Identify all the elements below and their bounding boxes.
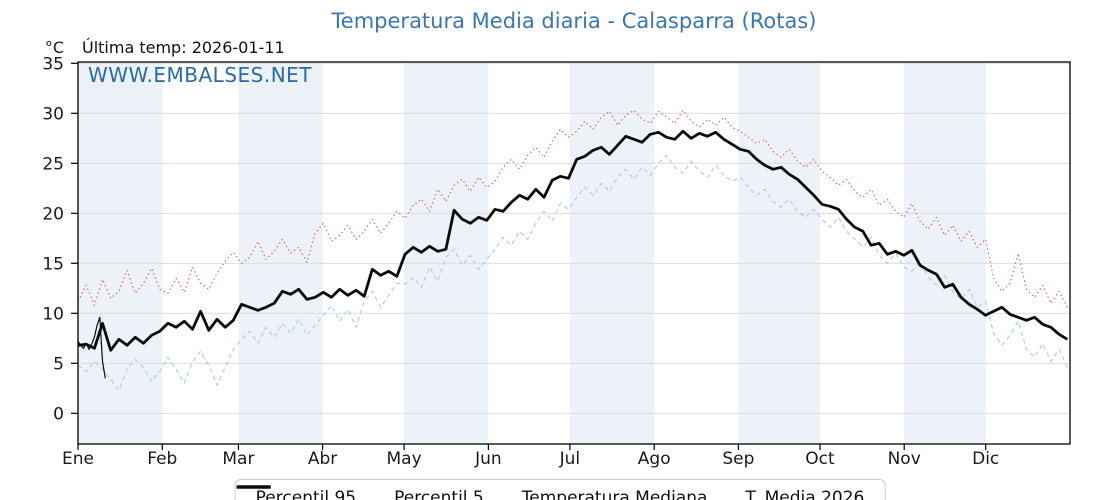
series-line-3 [77, 316, 106, 379]
legend-item-3: T. Media 2026 [236, 486, 865, 500]
month-band [404, 62, 489, 444]
plot-frame [77, 61, 1071, 445]
x-tick-label: Feb [147, 449, 177, 469]
legend-label: Temperatura Mediana [521, 488, 708, 500]
last-temp-annotation: Última temp: 2026-01-11 [82, 38, 285, 57]
x-tick-label: Oct [805, 449, 835, 469]
x-tick-label: Dic [972, 449, 999, 469]
y-tick-label: 15 [42, 254, 64, 274]
watermark: WWW.EMBALSES.NET [88, 63, 313, 87]
y-tick-label: 20 [42, 204, 64, 224]
month-band [904, 62, 986, 444]
legend-label: Percentil 5 [394, 488, 484, 500]
legend-line-sample [236, 486, 271, 488]
month-band [78, 62, 163, 444]
x-tick-label: May [387, 449, 422, 469]
y-tick-label: 5 [53, 354, 64, 374]
y-tick-label: 25 [42, 154, 64, 174]
x-tick-label: Abr [308, 449, 337, 469]
y-tick-label: 30 [42, 104, 64, 124]
series-line-0 [77, 109, 1068, 308]
chart-title: Temperatura Media diaria - Calasparra (R… [331, 9, 817, 33]
series-line-2 [77, 129, 1069, 352]
month-band [738, 62, 820, 444]
x-tick-label: Mar [222, 449, 254, 469]
x-tick-label: Jul [559, 449, 581, 469]
legend-item-1: Percentil 5 [236, 486, 484, 500]
legend-item-2: Temperatura Mediana [236, 485, 708, 500]
x-tick-label: Sep [722, 449, 754, 469]
y-tick-label: 10 [42, 304, 64, 324]
legend-label: Percentil 95 [255, 488, 357, 500]
chart-legend: Percentil 95 Percentil 5 Temperatura Media… [234, 479, 886, 500]
y-tick-label: 0 [53, 404, 64, 424]
x-tick-label: Jun [474, 449, 502, 469]
x-tick-label: Ene [62, 449, 94, 469]
month-band [238, 62, 323, 444]
series-line-1 [77, 154, 1068, 391]
x-tick-label: Nov [888, 449, 921, 469]
y-axis-units-label: °C [44, 38, 64, 57]
y-tick-label: 35 [42, 54, 64, 74]
month-band [569, 62, 655, 444]
x-tick-label: Ago [638, 449, 671, 469]
legend-label: T. Media 2026 [745, 488, 865, 500]
